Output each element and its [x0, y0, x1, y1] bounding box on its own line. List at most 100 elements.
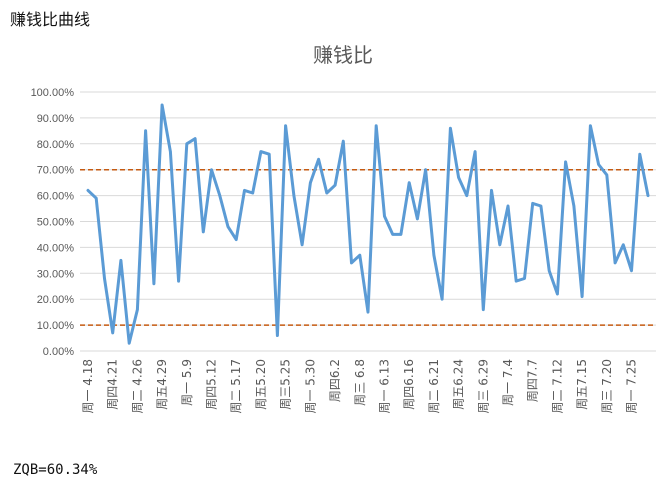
- data-point: [407, 181, 411, 184]
- data-point: [556, 292, 559, 296]
- data-point: [638, 152, 641, 156]
- x-tick-label: 周四5.12: [205, 359, 219, 410]
- data-point: [547, 269, 551, 272]
- data-point: [86, 189, 90, 192]
- data-point: [490, 189, 493, 192]
- data-point: [169, 150, 172, 153]
- data-point: [136, 308, 139, 311]
- data-point: [498, 243, 501, 247]
- reference-lines: [80, 168, 656, 326]
- page-heading: 赚钱比曲线: [10, 10, 91, 29]
- data-point: [333, 184, 337, 187]
- data-point: [391, 233, 394, 236]
- data-point: [185, 142, 189, 145]
- x-tick-label: 周一 7.4: [501, 359, 515, 406]
- data-point: [202, 230, 205, 234]
- chart-title: 赚钱比: [313, 44, 373, 67]
- data-point: [564, 160, 567, 164]
- y-tick-label: 100.00%: [31, 87, 75, 99]
- data-point: [515, 279, 518, 283]
- x-tick-label: 周四6.2: [328, 359, 342, 402]
- y-tick-label: 30.00%: [37, 268, 75, 280]
- data-point: [597, 163, 600, 166]
- y-tick-label: 0.00%: [43, 346, 74, 358]
- x-tick-label: 周三 7.20: [600, 359, 614, 414]
- data-point: [300, 243, 304, 247]
- x-tick-label: 周三 6.8: [353, 359, 367, 406]
- data-point: [506, 204, 510, 208]
- x-tick-label: 周一 7.25: [625, 359, 639, 414]
- data-point: [218, 194, 221, 197]
- data-point: [523, 277, 526, 280]
- data-point: [572, 204, 576, 208]
- x-tick-label: 周二 5.17: [229, 359, 243, 414]
- series-line: [86, 103, 650, 345]
- data-point: [580, 295, 584, 298]
- x-tick-label: 周二 4.26: [130, 359, 144, 414]
- data-point: [119, 259, 123, 262]
- y-tick-label: 40.00%: [37, 242, 75, 254]
- data-point: [267, 152, 271, 156]
- x-tick-label: 周一 5.9: [180, 359, 194, 406]
- data-point: [646, 194, 650, 197]
- data-point: [449, 127, 452, 130]
- data-point: [375, 124, 378, 127]
- data-point: [399, 233, 403, 236]
- data-point: [103, 277, 106, 280]
- data-point: [440, 298, 444, 301]
- data-point: [284, 124, 287, 127]
- x-tick-label: 周一 5.30: [303, 359, 317, 414]
- y-tick-label: 50.00%: [37, 217, 75, 229]
- data-point: [243, 189, 246, 192]
- x-tick-label: 周五5.20: [254, 359, 268, 410]
- x-tick-label: 周二 6.21: [427, 359, 441, 414]
- data-point: [457, 176, 460, 179]
- data-point: [276, 334, 279, 337]
- x-axis-ticks: 周一 4.18 周四4.21 周二 4.26 周五4.29 周一 5.9 周四5.12 周二…: [81, 359, 639, 414]
- x-tick-label: 周四4.21: [106, 359, 120, 410]
- data-point: [358, 253, 361, 257]
- y-tick-label: 80.00%: [37, 139, 75, 151]
- data-point: [531, 202, 534, 205]
- y-tick-label: 20.00%: [37, 294, 75, 306]
- data-point: [465, 194, 469, 197]
- data-point: [605, 173, 609, 177]
- data-point: [589, 124, 592, 127]
- x-tick-label: 周二 7.12: [550, 359, 564, 414]
- series-layer: [86, 103, 650, 345]
- data-point: [193, 137, 197, 140]
- data-point: [424, 168, 427, 171]
- data-point: [383, 215, 386, 218]
- x-tick-label: 周一 6.13: [378, 359, 392, 414]
- data-point: [251, 191, 254, 195]
- data-point: [539, 204, 543, 208]
- y-tick-label: 70.00%: [37, 165, 75, 177]
- data-point: [432, 253, 436, 257]
- data-point: [226, 225, 230, 228]
- x-tick-label: 周三 6.29: [476, 359, 490, 414]
- zqb-stat: ZQB=60.34%: [13, 462, 98, 478]
- y-axis-ticks: 0.00% 10.00% 20.00% 30.00% 40.00% 50.00% 60.00…: [31, 87, 75, 358]
- data-point: [144, 129, 147, 133]
- data-point: [317, 158, 320, 161]
- data-point: [127, 342, 131, 345]
- data-point: [366, 310, 370, 314]
- data-point: [325, 191, 329, 195]
- x-tick-label: 周五7.15: [575, 359, 589, 410]
- data-point: [259, 150, 263, 153]
- data-point: [152, 282, 156, 285]
- data-point: [482, 308, 485, 311]
- data-point: [160, 103, 164, 107]
- data-point: [622, 243, 625, 247]
- data-point: [350, 261, 353, 265]
- data-point: [416, 217, 419, 221]
- y-tick-label: 60.00%: [37, 191, 75, 203]
- data-point: [342, 140, 345, 143]
- data-point: [292, 194, 296, 197]
- data-point: [473, 150, 477, 153]
- x-tick-label: 周四7.7: [526, 359, 540, 402]
- data-point: [235, 238, 238, 241]
- data-point: [177, 279, 180, 283]
- data-point: [95, 196, 98, 200]
